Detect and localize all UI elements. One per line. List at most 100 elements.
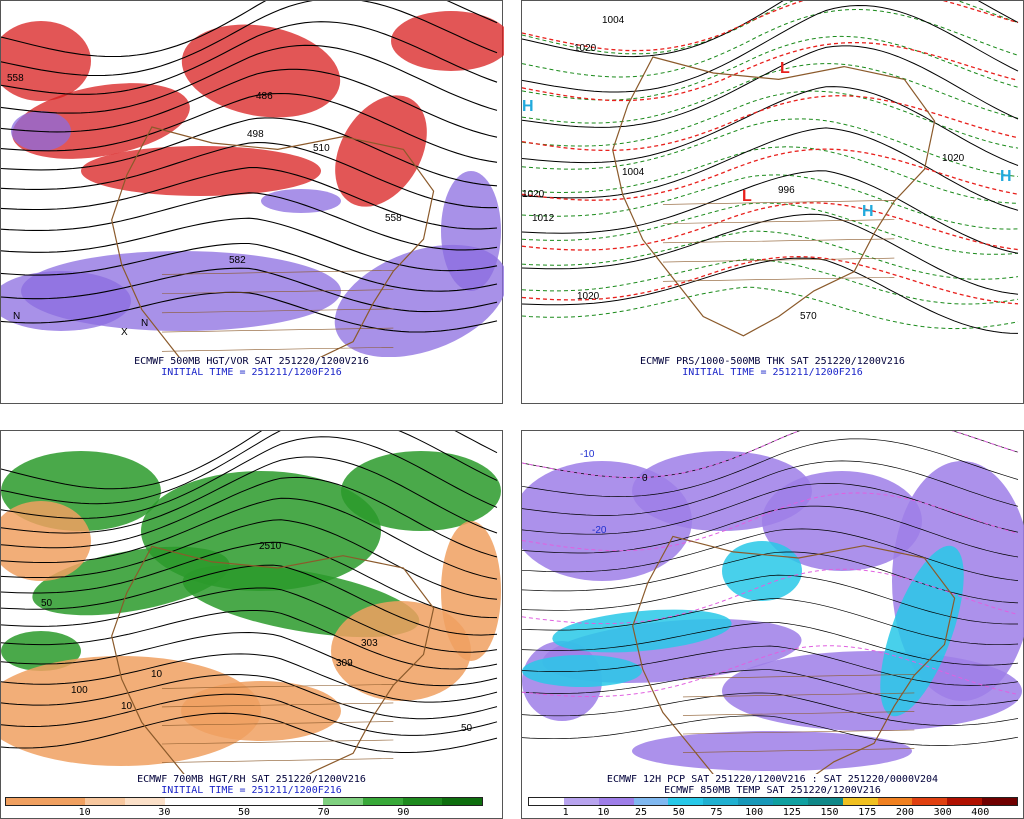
pprs-label: 1020 — [574, 43, 597, 54]
panel-prs-title: ECMWF PRS/1000-500MB THK SAT 251220/1200… — [640, 356, 905, 367]
contour-line — [1, 68, 498, 138]
contour-line — [1, 1, 498, 77]
border-line — [161, 702, 394, 708]
colorbar-tick-label: 75 — [710, 807, 723, 818]
contour-line — [1, 631, 498, 687]
contour-line — [1, 242, 498, 292]
p500-label: N — [13, 311, 20, 322]
map-pcp-canvas: -10 0 -20 — [522, 431, 1024, 774]
precip-colorbar-ticks: 1 10 25 50 75 100 125 150 175 200 300 400 — [528, 807, 1018, 819]
contour-line — [1, 587, 498, 653]
contour-line — [522, 4, 1019, 93]
p700-label: 50 — [41, 598, 53, 609]
border-line — [161, 739, 394, 745]
map-700mb: 50 10 100 10 303 309 50 2510 — [1, 431, 504, 774]
panel-pcp-850mb-title: ECMWF 850MB TEMP SAT 251220/1200V216 — [664, 785, 881, 796]
pprs-label: 1020 — [522, 189, 545, 200]
contour-line — [522, 1, 1019, 52]
contour-line — [522, 483, 1019, 535]
contour-line — [1, 431, 498, 505]
colorbar-swatch — [947, 798, 983, 805]
contour-line — [522, 90, 1019, 149]
border-line — [161, 721, 394, 726]
shaded-region — [1, 501, 91, 581]
contour-line — [522, 286, 1019, 330]
contour-line — [1, 92, 498, 163]
contour-line — [522, 95, 1019, 152]
contour-line — [522, 35, 1019, 101]
contour-line — [522, 45, 1019, 128]
border-line — [161, 684, 394, 689]
contour-line — [1, 673, 498, 720]
panel-pcp-title: ECMWF 12H PCP SAT 251220/1200V216 : SAT … — [606, 774, 939, 785]
p500-label: 582 — [229, 255, 246, 266]
colorbar-swatch — [323, 798, 364, 805]
colorbar-tick-label: 50 — [672, 807, 685, 818]
colorbar-swatch — [598, 798, 634, 805]
colorbar-tick-label: 175 — [858, 807, 877, 818]
contour-line — [522, 692, 1019, 726]
contour-line — [1, 564, 498, 636]
contour-line — [1, 541, 498, 619]
colorbar-swatch — [45, 798, 86, 805]
p700-label: 10 — [151, 669, 163, 680]
colorbar-swatch — [164, 798, 205, 805]
colorbar-tick-label: 125 — [782, 807, 801, 818]
shaded-region — [880, 545, 964, 717]
contour-line — [1, 431, 498, 490]
map-500mb: 558 486 498 510 558 582 N X N — [1, 1, 504, 357]
contour-line — [1, 519, 498, 600]
colorbar-swatch — [204, 798, 245, 805]
contour-line — [522, 505, 1019, 558]
colorbar-swatch — [633, 798, 669, 805]
shaded-region — [441, 521, 501, 661]
contour-line — [522, 1, 1019, 55]
contour-line — [1, 693, 498, 736]
pprs-label: 1020 — [577, 291, 600, 302]
border-line — [662, 257, 895, 263]
shaded-region — [1, 21, 91, 101]
colorbar-tick-label: 50 — [237, 807, 251, 818]
pprs-label: L — [780, 60, 790, 77]
continent-outline — [111, 545, 435, 774]
continent-outline — [111, 126, 435, 357]
contour-line — [522, 174, 1019, 230]
colorbar-swatch — [6, 798, 46, 805]
colorbar-swatch — [668, 798, 704, 805]
colorbar-swatch — [363, 798, 403, 805]
map-prs: 1004 1020 1004 1020 1012 1020 996 1020 570 H H H L L — [522, 1, 1024, 357]
panel-700mb-title: ECMWF 700MB HGT/RH SAT 251220/1200V216 — [137, 774, 366, 785]
border-line — [161, 289, 394, 294]
colorbar-swatch — [703, 798, 739, 805]
contour-line — [522, 568, 1019, 625]
contour-line — [1, 267, 498, 313]
map-500mb-canvas: 558 486 498 510 558 582 N X N — [1, 1, 504, 357]
colorbar-swatch — [807, 798, 843, 805]
contour-line — [1, 497, 498, 580]
contour-line — [522, 148, 1019, 201]
contour-line — [522, 63, 1019, 124]
colorbar-tick-label: 300 — [933, 807, 952, 818]
p700-label: 2510 — [259, 541, 282, 552]
rh-colorbar-ticks: 10 30 50 70 90 — [5, 807, 483, 819]
colorbar-swatch — [529, 798, 564, 805]
contour-line — [522, 669, 1019, 706]
continent-outline — [612, 56, 936, 337]
contour-line — [522, 621, 1019, 666]
contour-line — [522, 257, 1019, 334]
colorbar-swatch — [563, 798, 599, 805]
contour-line — [1, 456, 498, 534]
panel-prs-init-time: INITIAL TIME = 251211/1200F216 — [682, 367, 863, 378]
pprs-label: H — [522, 98, 534, 115]
panel-12h-pcp: -10 0 -20 ECMWF 12H PCP SAT 251220/1200V21… — [521, 430, 1024, 819]
contour-line — [522, 645, 1019, 697]
contour-line — [522, 118, 1019, 177]
contour-line — [1, 21, 498, 95]
border-line — [161, 758, 394, 763]
pprs-label: 1004 — [622, 167, 645, 178]
panel-500mb-hgt-vor: 558 486 498 510 558 582 N X N ECMWF 500MB HGT/VO… — [0, 0, 504, 404]
p700-label: 10 — [121, 701, 133, 712]
contour-line — [522, 86, 1019, 166]
colorbar-swatch — [85, 798, 126, 805]
border-line — [161, 308, 394, 314]
